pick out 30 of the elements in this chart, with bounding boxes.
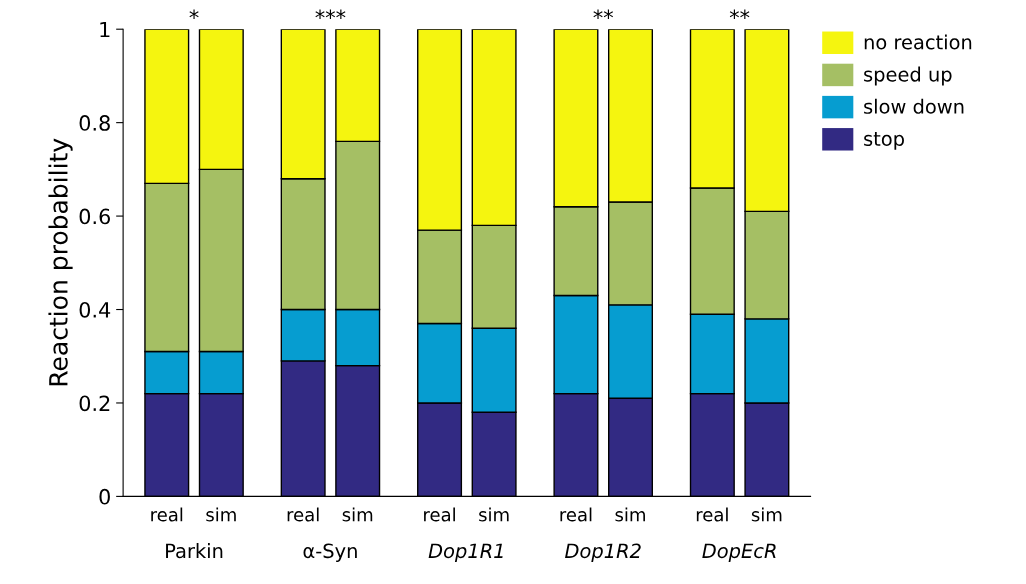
text: ***: [315, 9, 346, 19]
x-tick-label: sim: [206, 507, 236, 522]
y-tick-label: 0.4: [79, 301, 111, 318]
text: **: [593, 9, 614, 19]
x-tick-label: real: [287, 507, 319, 522]
x-tick-label: sim: [751, 507, 782, 522]
x-tick-label: real: [560, 507, 592, 522]
y-tick-label: 0: [99, 488, 110, 505]
legend-label: no reaction: [864, 34, 972, 50]
legend-label: slow down: [864, 98, 964, 114]
text: **: [729, 9, 750, 19]
x-tick-label: sim: [479, 507, 509, 522]
text: *: [189, 9, 199, 19]
y-tick-label: 0.2: [79, 395, 110, 412]
y-tick-label: 0.8: [79, 115, 110, 131]
y-tick-label: 1: [100, 21, 110, 38]
y-tick-label: 0.6: [79, 208, 110, 225]
legend-label: speed up: [864, 66, 952, 86]
text: DopEcR: [702, 543, 776, 562]
text: Dop1R2: [565, 543, 641, 562]
x-tick-label: real: [151, 507, 183, 522]
x-tick-label: real: [424, 507, 455, 522]
x-tick-label: sim: [342, 507, 373, 522]
text: Parkin: [166, 543, 223, 559]
y-axis-title: Reaction probability: [48, 138, 73, 386]
legend-label: stop: [864, 132, 904, 150]
x-tick-label: real: [696, 507, 728, 522]
text: Dop1R1: [428, 543, 503, 562]
x-tick-label: sim: [615, 507, 645, 522]
text: α-Syn: [303, 543, 357, 562]
